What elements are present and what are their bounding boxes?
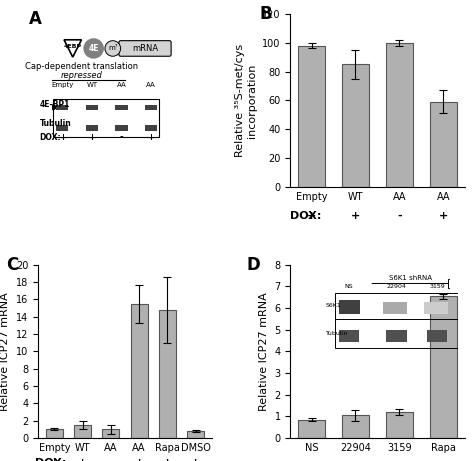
FancyBboxPatch shape — [145, 105, 157, 110]
Y-axis label: Relative ³⁵S-met/cys
incorporation: Relative ³⁵S-met/cys incorporation — [235, 44, 256, 157]
Text: B: B — [259, 5, 272, 23]
Bar — [46, 429, 63, 438]
Text: mRNA: mRNA — [132, 44, 158, 53]
FancyBboxPatch shape — [119, 41, 171, 56]
Text: m⁷: m⁷ — [108, 46, 118, 52]
Text: +: + — [307, 211, 316, 221]
FancyBboxPatch shape — [56, 124, 68, 130]
Text: 4EBP: 4EBP — [64, 44, 82, 49]
Y-axis label: Relative ICP27 mRNA: Relative ICP27 mRNA — [0, 292, 10, 411]
Bar — [386, 412, 413, 438]
Text: +: + — [147, 133, 155, 142]
Text: repressed: repressed — [61, 71, 102, 80]
FancyBboxPatch shape — [86, 105, 98, 110]
Text: C: C — [7, 256, 19, 274]
FancyBboxPatch shape — [86, 124, 98, 130]
Polygon shape — [64, 40, 82, 57]
Text: +: + — [439, 211, 448, 221]
Text: D: D — [247, 256, 261, 274]
Text: 4E: 4E — [88, 44, 99, 53]
Text: A: A — [29, 10, 42, 29]
Circle shape — [105, 41, 120, 56]
Text: Tubulin: Tubulin — [40, 119, 72, 128]
Text: -: - — [120, 133, 123, 142]
Text: +: + — [59, 133, 66, 142]
Bar — [298, 420, 325, 438]
Text: 4E-BP1: 4E-BP1 — [40, 100, 70, 109]
FancyBboxPatch shape — [56, 105, 68, 110]
Text: DOX:: DOX: — [35, 458, 66, 461]
Bar — [102, 429, 119, 438]
Text: +: + — [88, 133, 95, 142]
Text: WT: WT — [86, 82, 98, 88]
Text: +: + — [135, 458, 144, 461]
Circle shape — [84, 39, 103, 58]
FancyBboxPatch shape — [115, 124, 128, 130]
Text: Empty: Empty — [51, 82, 73, 88]
Bar — [159, 310, 176, 438]
Text: AA: AA — [146, 82, 156, 88]
FancyBboxPatch shape — [115, 105, 128, 110]
Text: +: + — [163, 458, 172, 461]
Text: +: + — [351, 211, 360, 221]
Text: DOX:: DOX: — [290, 211, 321, 221]
Text: Cap-dependent translation: Cap-dependent translation — [25, 62, 138, 71]
Text: AA: AA — [117, 82, 127, 88]
Text: +: + — [191, 458, 201, 461]
Bar — [386, 43, 413, 187]
Text: -: - — [397, 211, 402, 221]
Bar — [430, 102, 456, 187]
Text: +: + — [50, 458, 59, 461]
Bar — [187, 431, 204, 438]
Polygon shape — [53, 105, 58, 110]
Bar — [131, 304, 147, 438]
Bar — [74, 425, 91, 438]
Bar — [342, 415, 369, 438]
Bar — [298, 46, 325, 187]
FancyBboxPatch shape — [145, 124, 157, 130]
Bar — [342, 65, 369, 187]
Text: -: - — [109, 458, 113, 461]
Text: +: + — [78, 458, 87, 461]
Bar — [430, 296, 456, 438]
Text: DOX:: DOX: — [40, 133, 61, 142]
Y-axis label: Relative ICP27 mRNA: Relative ICP27 mRNA — [259, 292, 269, 411]
